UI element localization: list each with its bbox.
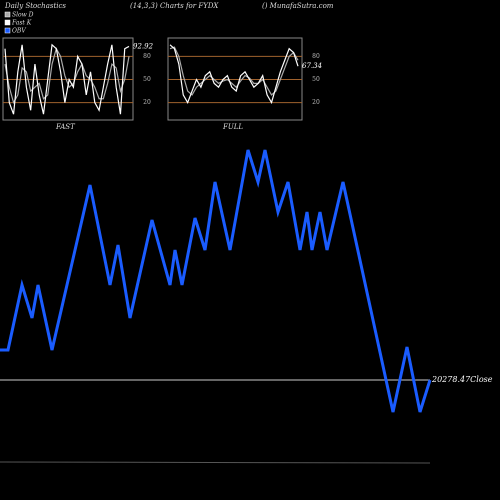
obv-line bbox=[0, 149, 432, 413]
legend-label: OBV bbox=[12, 28, 26, 35]
close-label: 20278.47Close bbox=[431, 375, 493, 384]
y-tick-label: 20 bbox=[312, 99, 320, 106]
baseline bbox=[0, 461, 431, 464]
stoch-line bbox=[4, 43, 130, 115]
y-tick-label: 50 bbox=[312, 76, 320, 83]
panel-label: FAST bbox=[55, 123, 76, 131]
legend-swatch bbox=[4, 11, 11, 18]
legend-label: Fast K bbox=[11, 20, 32, 27]
y-tick-label: 80 bbox=[312, 53, 320, 60]
title: Daily Stochastics bbox=[4, 2, 66, 10]
y-tick-label: 50 bbox=[143, 76, 151, 83]
y-tick-label: 20 bbox=[143, 99, 151, 106]
value-label: 67.34 bbox=[302, 62, 322, 70]
panel-label: FULL bbox=[222, 123, 243, 131]
legend-swatch bbox=[4, 27, 11, 34]
stoch-line bbox=[4, 47, 130, 105]
y-tick-label: 80 bbox=[143, 53, 151, 60]
value-label: 92.92 bbox=[133, 42, 154, 50]
legend-label: Slow D bbox=[12, 12, 34, 19]
subtitle: (14,3,3) Charts for FYDX bbox=[130, 2, 219, 10]
stoch-line bbox=[169, 44, 299, 105]
source: () MunafaSutra.com bbox=[262, 2, 334, 10]
legend-swatch bbox=[4, 19, 11, 26]
